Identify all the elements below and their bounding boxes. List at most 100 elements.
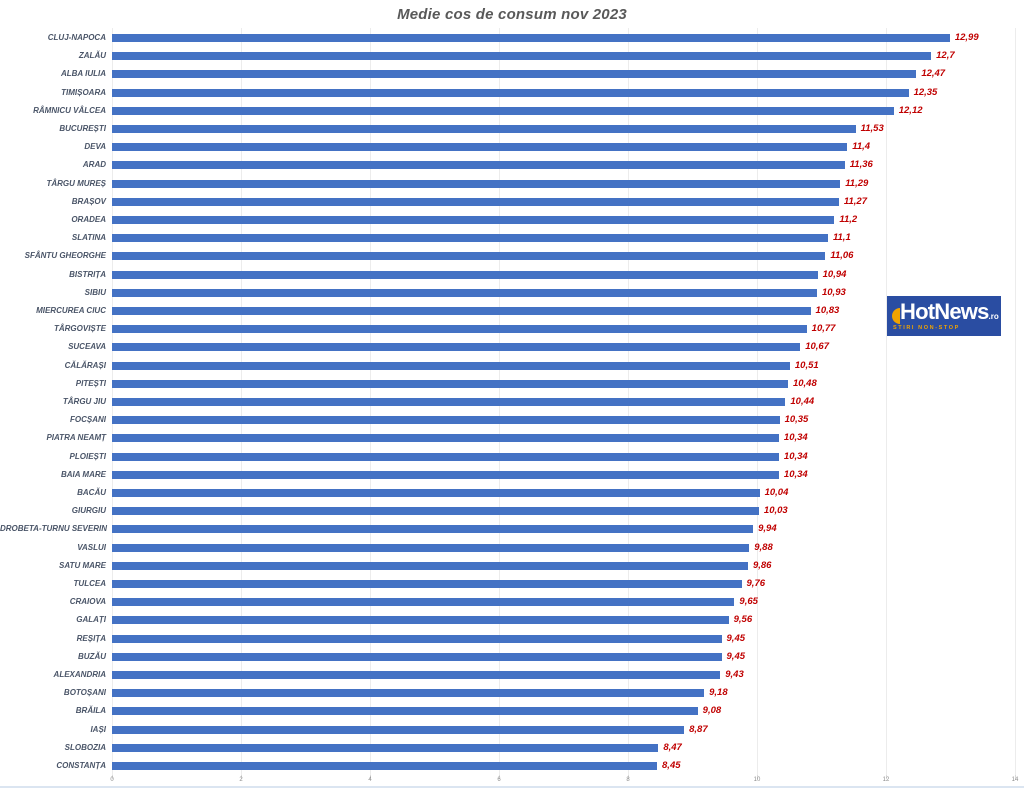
bar xyxy=(112,616,729,625)
value-label: 9,56 xyxy=(733,614,753,626)
bar xyxy=(112,634,722,643)
value-label: 9,43 xyxy=(725,669,744,680)
bar xyxy=(112,343,801,352)
category-label: BOTOȘANI xyxy=(63,688,106,698)
category-label: BACĂU xyxy=(77,488,106,497)
bar xyxy=(112,70,917,79)
axis-tick-label: 2 xyxy=(239,777,243,783)
bar xyxy=(112,34,950,42)
bar xyxy=(112,197,839,206)
category-label: PIATRA NEAMȚ xyxy=(46,433,106,443)
bar xyxy=(112,762,658,770)
value-label: 10,04 xyxy=(764,487,789,498)
category-label: CLUJ-NAPOCA xyxy=(47,33,106,42)
bar xyxy=(112,525,754,534)
bar xyxy=(112,52,932,61)
axis-tick-mark xyxy=(1015,775,1016,779)
hotnews-logo-mark-icon xyxy=(892,308,900,324)
bar xyxy=(112,743,659,752)
value-label: 10,93 xyxy=(821,286,846,298)
bar xyxy=(112,288,817,297)
hotnews-logo-tld: .ro xyxy=(988,312,999,321)
axis-tick-label: 8 xyxy=(626,777,630,783)
category-label: BUCUREȘTI xyxy=(59,124,106,133)
axis-tick-label: 4 xyxy=(368,777,372,783)
category-label: TIMIȘOARA xyxy=(61,87,106,97)
value-label: 10,83 xyxy=(815,305,840,316)
value-label: 10,35 xyxy=(784,414,809,426)
category-label: TÂRGU JIU xyxy=(62,397,106,406)
value-label: 12,47 xyxy=(921,68,946,80)
bar xyxy=(112,452,779,461)
bar xyxy=(112,434,779,443)
value-label: 9,18 xyxy=(709,687,728,699)
category-label: SLOBOZIA xyxy=(64,742,106,752)
category-label: RÂMNICU VÂLCEA xyxy=(33,105,106,115)
value-label: 8,47 xyxy=(663,741,682,753)
bar xyxy=(112,216,835,224)
bar xyxy=(112,652,722,661)
bar xyxy=(112,88,909,97)
category-label: TULCEA xyxy=(73,579,106,588)
bottom-rule xyxy=(0,786,1024,788)
value-label: 11,1 xyxy=(832,232,851,244)
value-label: 9,88 xyxy=(754,541,773,553)
category-label: TÂRGOVIȘTE xyxy=(53,324,106,334)
category-label: ZALĂU xyxy=(78,51,106,61)
bar xyxy=(112,361,790,370)
bar xyxy=(112,325,807,334)
category-label: SIBIU xyxy=(84,287,106,297)
bar xyxy=(112,580,742,588)
value-label: 11,2 xyxy=(839,214,858,225)
value-label: 11,06 xyxy=(830,250,854,262)
bar xyxy=(112,707,698,716)
value-label: 10,34 xyxy=(783,450,808,462)
category-label: CRAIOVA xyxy=(69,597,106,607)
value-label: 9,76 xyxy=(746,578,766,589)
axis-tick-mark xyxy=(241,775,242,779)
bar xyxy=(112,470,779,479)
category-label: DEVA xyxy=(84,142,106,152)
value-label: 8,45 xyxy=(662,760,681,771)
value-label: 11,36 xyxy=(849,159,873,171)
axis-tick-label: 0 xyxy=(110,777,114,783)
value-label: 10,77 xyxy=(811,323,836,335)
value-label: 10,34 xyxy=(783,468,808,480)
category-label: ALEXANDRIA xyxy=(53,670,106,679)
value-label: 12,12 xyxy=(898,104,923,116)
category-label: BRAȘOV xyxy=(71,196,106,206)
axis-tick-label: 6 xyxy=(497,777,501,783)
category-label: GIURGIU xyxy=(71,506,106,516)
category-label: BRĂILA xyxy=(75,706,106,716)
category-label: BISTRIȚA xyxy=(69,269,106,279)
category-label: ARAD xyxy=(82,160,106,170)
category-label: MIERCUREA CIUC xyxy=(36,306,106,315)
hotnews-logo: HotNews.ro STIRI NON-STOP xyxy=(887,296,1001,336)
category-label: FOCȘANI xyxy=(70,415,106,425)
axis-tick-label: 12 xyxy=(882,777,890,783)
category-label: GALAȚI xyxy=(76,615,106,625)
axis-tick-mark xyxy=(886,775,887,779)
bar xyxy=(112,161,845,170)
bar xyxy=(112,270,818,279)
bar xyxy=(112,125,856,133)
value-label: 10,44 xyxy=(790,396,815,407)
value-label: 11,29 xyxy=(845,177,869,189)
bar xyxy=(112,543,750,552)
axis-tick-mark xyxy=(370,775,371,779)
category-label: SLATINA xyxy=(71,233,106,243)
category-label: PITEȘTI xyxy=(75,378,106,388)
bar xyxy=(112,689,705,698)
axis-tick-mark xyxy=(757,775,758,779)
bar xyxy=(112,398,786,406)
category-label: VASLUI xyxy=(77,542,106,552)
value-label: 12,35 xyxy=(913,86,938,98)
value-label: 11,27 xyxy=(843,195,867,207)
bar xyxy=(112,416,780,425)
value-label: 9,08 xyxy=(702,705,722,717)
bar xyxy=(112,671,721,679)
value-label: 8,87 xyxy=(689,723,708,735)
bar xyxy=(112,725,685,734)
value-label: 10,51 xyxy=(794,359,819,371)
